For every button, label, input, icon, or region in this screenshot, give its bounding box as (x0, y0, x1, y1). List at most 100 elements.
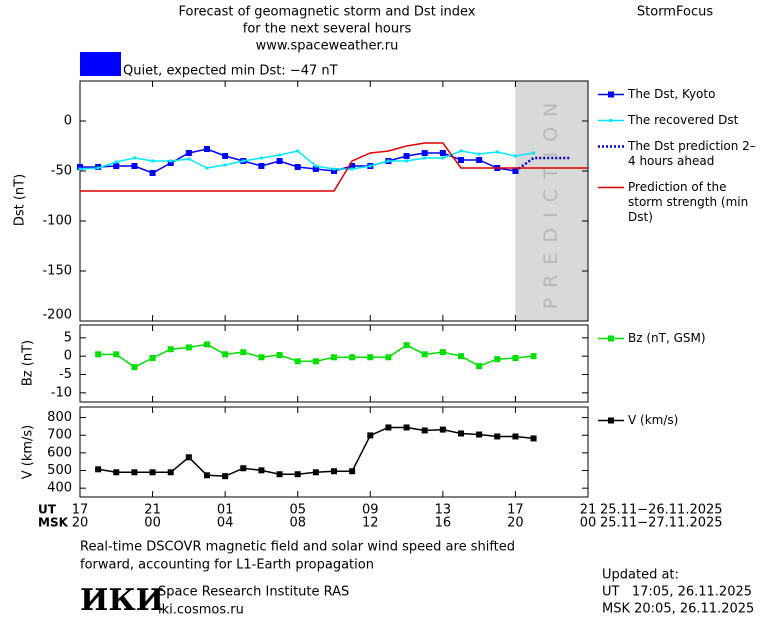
marker (349, 468, 356, 475)
y-tick-label: 5 (64, 330, 72, 345)
marker (459, 149, 463, 153)
marker (512, 355, 519, 361)
marker (187, 157, 191, 161)
marker (421, 427, 428, 434)
marker (477, 152, 481, 156)
marker (458, 353, 464, 360)
marker (331, 468, 337, 475)
x-tick-label: 20 (72, 516, 89, 531)
note: Real-time DSCOVR magnetic field and sola… (80, 540, 515, 555)
marker (495, 150, 499, 154)
marker (240, 465, 247, 472)
series-line (98, 426, 534, 477)
site: iki.cosmos.ru (158, 603, 244, 618)
marker (204, 341, 210, 348)
marker (314, 164, 318, 168)
marker (349, 354, 356, 361)
marker (167, 160, 174, 166)
marker (223, 163, 227, 167)
prediction-region (515, 81, 588, 321)
marker (386, 159, 390, 163)
marker (608, 417, 614, 424)
marker (458, 430, 464, 437)
y-axis-label: V (km/s) (21, 425, 36, 480)
marker (331, 354, 337, 361)
marker (222, 473, 229, 480)
x-tick-label: 21 (580, 503, 597, 518)
updated: Updated at: (602, 568, 679, 583)
marker (403, 153, 410, 159)
marker (241, 159, 245, 163)
marker (367, 354, 374, 361)
marker (368, 164, 372, 168)
legend-label: Bz (nT, GSM) (628, 331, 706, 345)
marker (385, 354, 392, 361)
panel-frame (79, 406, 589, 498)
url: www.spaceweather.ru (256, 39, 399, 54)
y-tick-label: 0 (64, 114, 72, 129)
marker (423, 156, 427, 160)
marker (332, 167, 336, 171)
marker (312, 166, 319, 172)
marker (349, 163, 356, 169)
marker (169, 159, 173, 163)
marker (312, 469, 319, 476)
y-tick-label: 700 (47, 428, 72, 443)
y-axis-label: Dst (nT) (13, 174, 28, 226)
updated: MSK 20:05, 26.11.2025 (602, 602, 754, 617)
legend-swatch (598, 91, 624, 98)
legend-swatch (598, 335, 624, 342)
marker (421, 351, 428, 358)
marker (476, 157, 483, 163)
x-tick-label: 04 (217, 516, 234, 531)
legend: V (km/s) (597, 413, 760, 439)
legend: Bz (nT, GSM) (597, 331, 760, 357)
x-tick-label: 01 (217, 503, 234, 518)
y-tick-label: -150 (42, 264, 72, 279)
marker (258, 354, 265, 361)
marker (312, 358, 319, 365)
marker (78, 167, 82, 171)
legend-label: V (km/s) (628, 413, 679, 427)
institute: Space Research Institute RAS (158, 585, 349, 600)
marker (512, 433, 519, 440)
y-tick-label: -100 (42, 214, 72, 229)
series-line (79, 150, 534, 170)
marker (403, 424, 410, 431)
y-tick-label: -50 (51, 164, 72, 179)
note: forward, accounting for L1-Earth propaga… (80, 558, 374, 573)
y-tick-label: 800 (47, 410, 72, 425)
status-swatch (80, 52, 121, 76)
marker (204, 146, 210, 152)
marker (296, 149, 300, 153)
marker (167, 469, 174, 476)
x-tick-label: 09 (362, 503, 379, 518)
marker (113, 163, 120, 169)
legend-item: V (km/s) (597, 413, 760, 428)
marker (439, 426, 446, 433)
y-axis-label: Bz (nT) (21, 340, 36, 386)
prediction-label: PREDICTION (540, 93, 562, 310)
legend-item: The Dst prediction 2–4 hours ahead (597, 139, 760, 169)
legend-item: Prediction of the storm strength (min Ds… (597, 180, 760, 225)
marker (276, 471, 283, 478)
marker (185, 150, 192, 156)
x-tick-label: 21 (144, 503, 161, 518)
marker (403, 342, 410, 349)
marker (405, 159, 409, 163)
marker (132, 156, 136, 160)
legend-swatch (598, 186, 624, 189)
x-tick-label: 13 (435, 503, 452, 518)
panel-frame (79, 324, 589, 403)
brand: StormFocus (637, 5, 713, 20)
marker (113, 469, 120, 476)
marker (532, 151, 536, 155)
x-tick-label: 17 (72, 503, 89, 518)
marker (222, 153, 229, 159)
legend-swatch (598, 417, 624, 424)
marker (114, 160, 118, 164)
marker (331, 168, 337, 174)
marker (609, 119, 613, 122)
y-tick-label: 600 (47, 445, 72, 460)
